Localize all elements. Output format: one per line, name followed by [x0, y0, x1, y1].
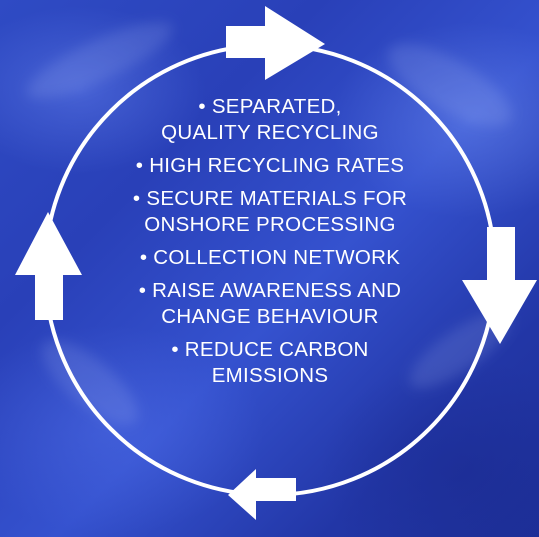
list-item: • SEPARATED, QUALITY RECYCLING — [100, 94, 440, 146]
list-item: • COLLECTION NETWORK — [100, 245, 440, 271]
list-item-text: • REDUCE CARBON — [171, 338, 369, 361]
list-item-text: EMISSIONS — [211, 364, 329, 387]
list-item-text: • SEPARATED, — [198, 95, 342, 118]
list-item-text: • HIGH RECYCLING RATES — [135, 154, 405, 177]
list-item: • HIGH RECYCLING RATES — [100, 153, 440, 179]
list-item: • REDUCE CARBON EMISSIONS — [100, 337, 440, 389]
list-item: • RAISE AWARENESS AND CHANGE BEHAVIOUR — [100, 278, 440, 330]
list-item-text: QUALITY RECYCLING — [161, 121, 379, 144]
list-item-text: ONSHORE PROCESSING — [144, 213, 396, 236]
arrow-right-icon — [226, 6, 325, 80]
benefits-list: • SEPARATED, QUALITY RECYCLING • HIGH RE… — [100, 94, 440, 396]
list-item-text: CHANGE BEHAVIOUR — [161, 305, 379, 328]
list-item: • SECURE MATERIALS FOR ONSHORE PROCESSIN… — [100, 186, 440, 238]
arrow-left-icon — [228, 469, 296, 520]
arrow-down-icon — [462, 227, 537, 344]
list-item-text: • COLLECTION NETWORK — [139, 246, 401, 269]
list-item-text: • RAISE AWARENESS AND — [138, 279, 402, 302]
list-item-text: • SECURE MATERIALS FOR — [132, 187, 408, 210]
arrow-up-icon — [15, 212, 82, 320]
